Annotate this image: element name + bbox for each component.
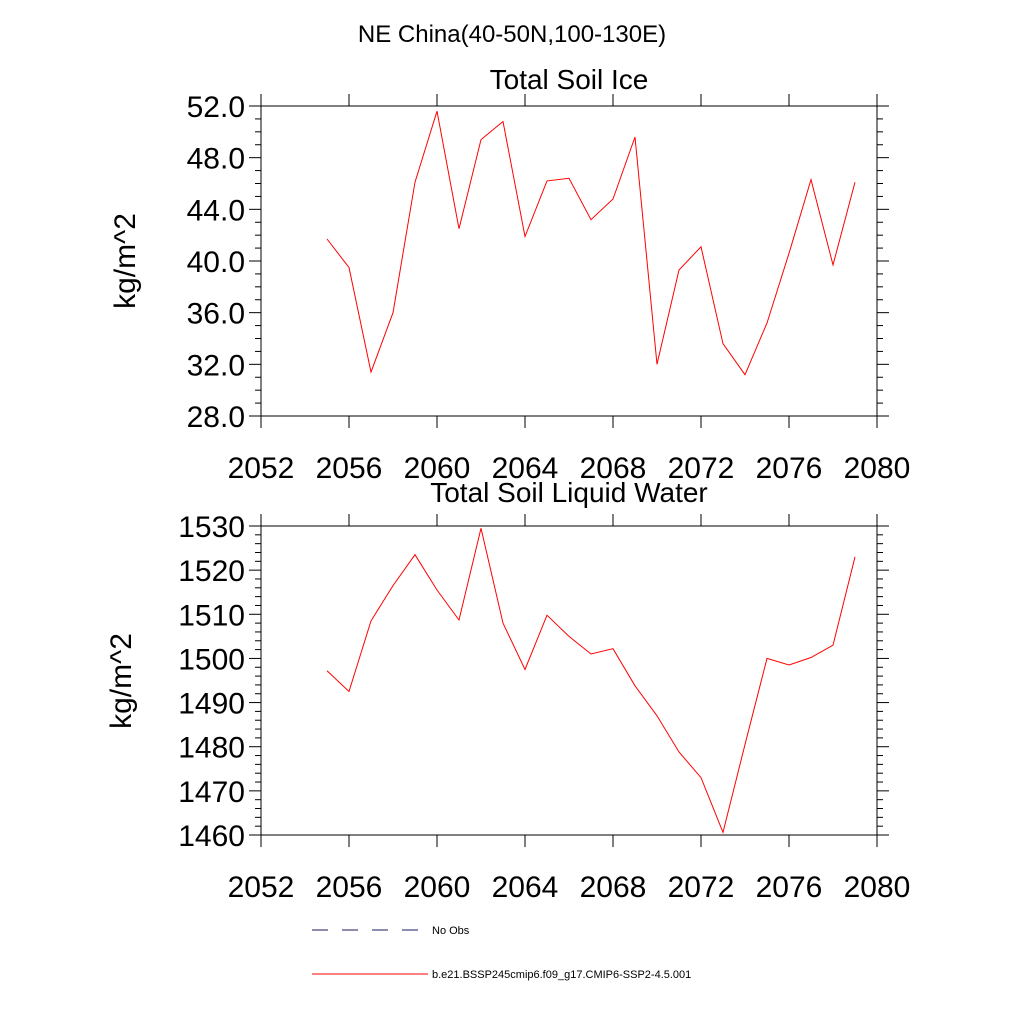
soil-liquid-water-plot-frame xyxy=(260,525,878,836)
soil-liquid-water-x-tick-label: 2064 xyxy=(492,871,559,904)
soil-liquid-water-y-tick-label: 1480 xyxy=(178,732,245,765)
soil-liquid-water-y-tick-label: 1510 xyxy=(178,599,245,632)
soil-ice-x-tick-label: 2080 xyxy=(844,452,911,485)
soil-ice-y-tick-label: 40.0 xyxy=(187,246,245,279)
soil-ice-y-tick-label: 28.0 xyxy=(187,401,245,434)
soil-ice-series-line xyxy=(326,111,856,376)
soil-liquid-water-ylabel: kg/m^2 xyxy=(105,633,138,729)
legend-model-label: b.e21.BSSP245cmip6.f09_g17.CMIP6-SSP2-4.… xyxy=(432,969,691,981)
soil-ice-plot-frame xyxy=(260,105,878,417)
soil-liquid-water-x-tick-label: 2072 xyxy=(668,871,735,904)
soil-ice-y-tick-label: 48.0 xyxy=(187,143,245,176)
soil-ice-title: Total Soil Ice xyxy=(490,64,649,95)
soil-liquid-water-panel: Total Soil Liquid Water kg/m^2 2052 2056 2… xyxy=(105,477,910,904)
soil-liquid-water-y-tick-label: 1470 xyxy=(178,776,245,809)
soil-liquid-water-title: Total Soil Liquid Water xyxy=(430,477,708,508)
figure-title: NE China(40-50N,100-130E) xyxy=(358,21,666,48)
soil-ice-x-tick-label: 2064 xyxy=(492,452,559,485)
soil-ice-panel: Total Soil Ice kg/m^2 2052 2056 2060 2064 20… xyxy=(109,64,910,485)
soil-liquid-water-y-tick-label: 1530 xyxy=(178,511,245,544)
soil-liquid-water-x-tick-label: 2076 xyxy=(756,871,823,904)
soil-liquid-water-y-tick-label: 1520 xyxy=(178,555,245,588)
legend: No Obs b.e21.BSSP245cmip6.f09_g17.CMIP6-… xyxy=(312,925,691,981)
soil-liquid-water-x-tick-label: 2056 xyxy=(316,871,383,904)
soil-liquid-water-series-line xyxy=(326,528,856,835)
soil-liquid-water-x-tick-label: 2060 xyxy=(404,871,471,904)
soil-ice-x-tick-label: 2056 xyxy=(316,452,383,485)
soil-liquid-water-x-tick-label: 2080 xyxy=(844,871,911,904)
soil-ice-ylabel: kg/m^2 xyxy=(109,213,142,309)
soil-liquid-water-x-tick-label: 2052 xyxy=(228,871,295,904)
soil-ice-x-tick-label: 2060 xyxy=(404,452,471,485)
legend-no-obs-label: No Obs xyxy=(432,925,470,937)
soil-ice-y-tick-label: 36.0 xyxy=(187,298,245,331)
soil-ice-y-tick-label: 44.0 xyxy=(187,194,245,227)
soil-ice-y-tick-label: 32.0 xyxy=(187,349,245,382)
soil-ice-y-tick-label: 52.0 xyxy=(187,91,245,124)
soil-liquid-water-y-tick-label: 1490 xyxy=(178,688,245,721)
soil-liquid-water-x-tick-label: 2068 xyxy=(580,871,647,904)
soil-ice-x-tick-label: 2072 xyxy=(668,452,735,485)
soil-liquid-water-y-tick-label: 1500 xyxy=(178,643,245,676)
soil-liquid-water-y-tick-label: 1460 xyxy=(178,820,245,853)
soil-ice-x-tick-label: 2052 xyxy=(228,452,295,485)
soil-ice-x-tick-label: 2076 xyxy=(756,452,823,485)
soil-ice-x-tick-label: 2068 xyxy=(580,452,647,485)
